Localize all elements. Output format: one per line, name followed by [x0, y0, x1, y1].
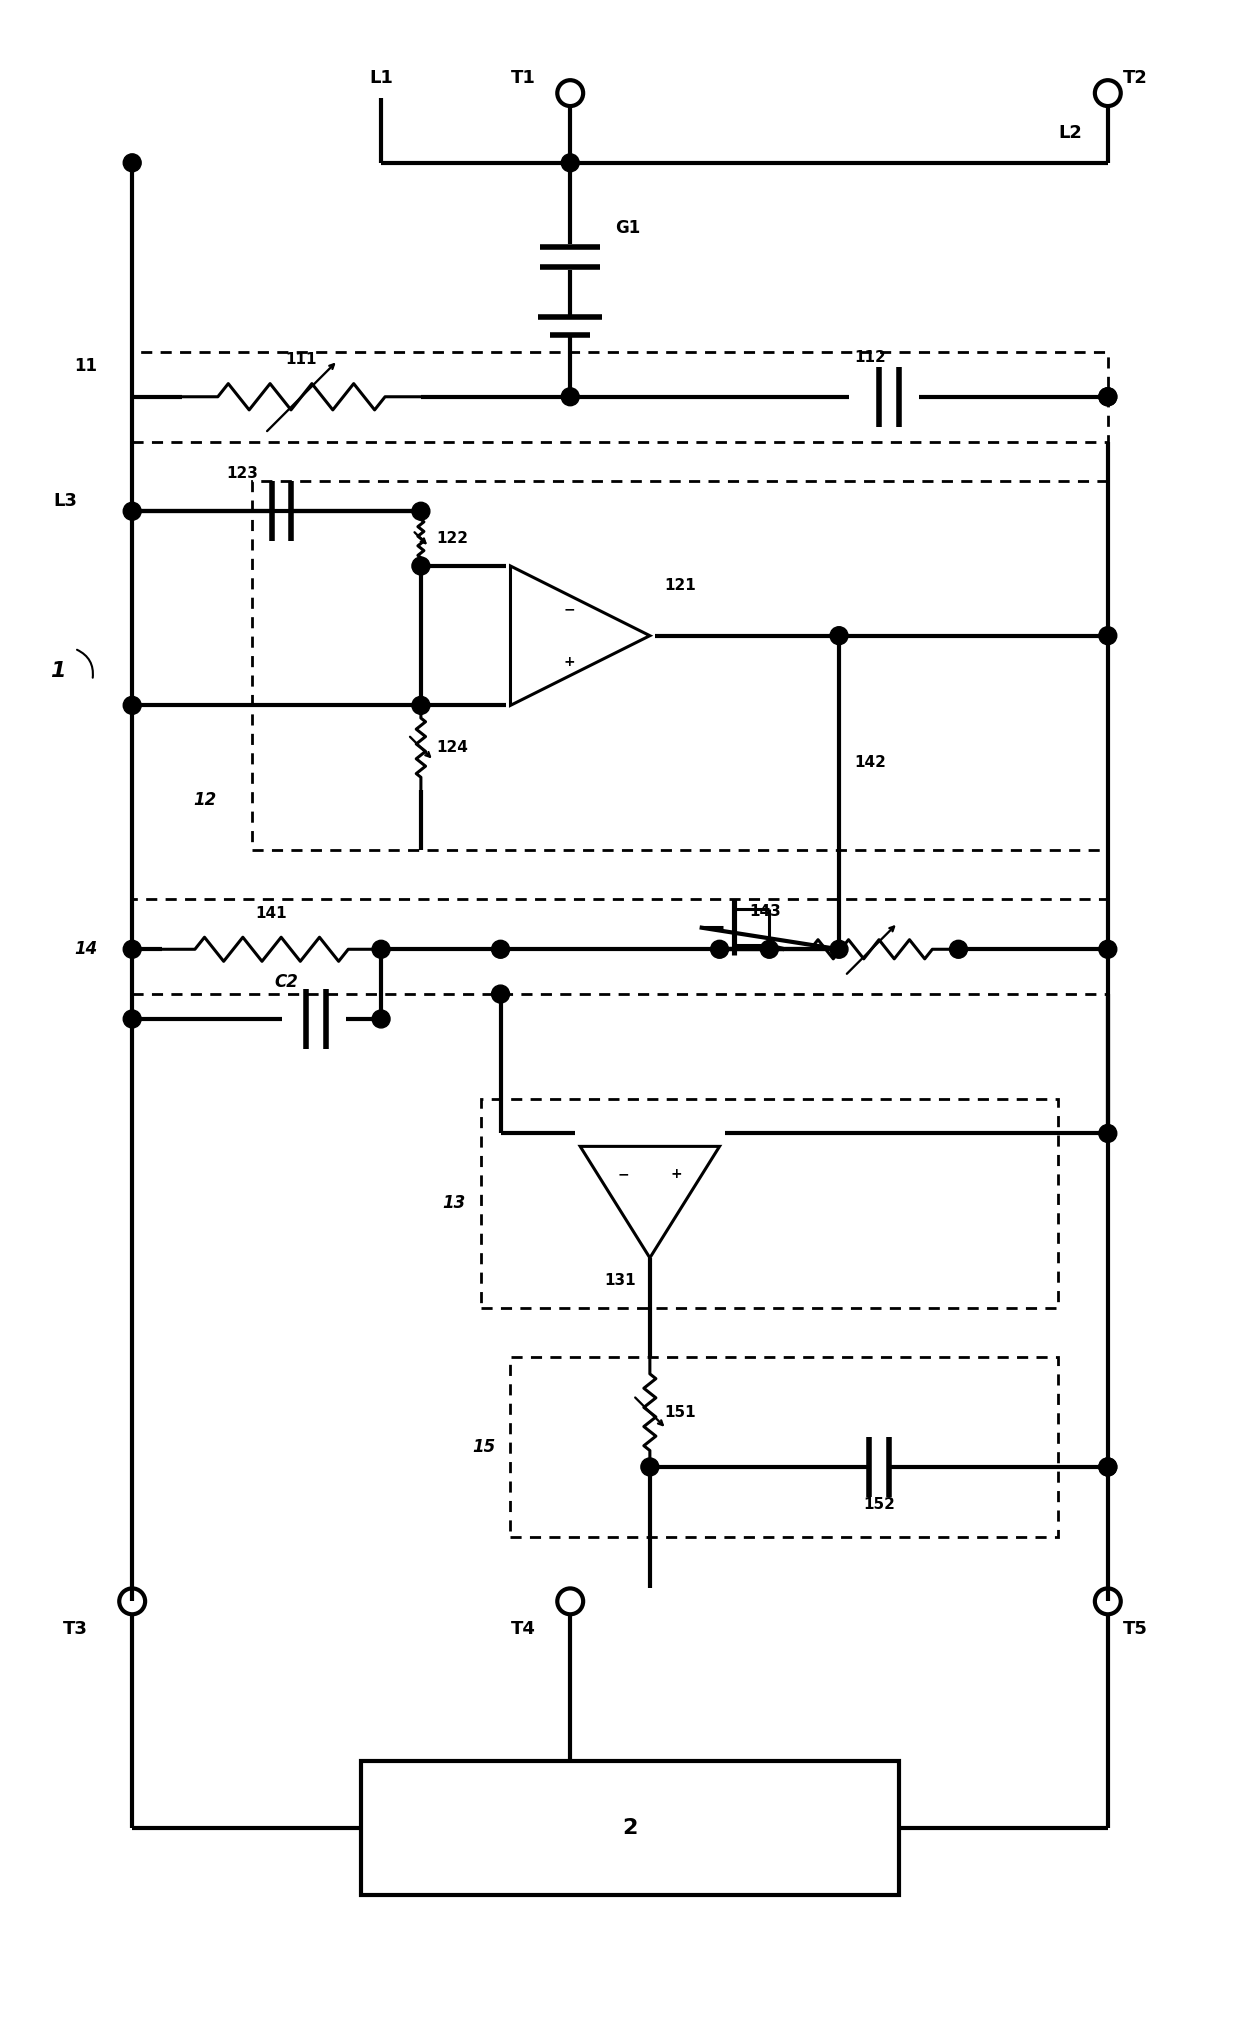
Text: 123: 123 [227, 466, 259, 481]
Circle shape [372, 1010, 391, 1028]
Text: 1: 1 [50, 660, 66, 680]
Text: L1: L1 [370, 69, 393, 87]
Text: 151: 151 [665, 1405, 697, 1419]
Text: 112: 112 [854, 349, 885, 365]
Circle shape [412, 503, 430, 521]
Circle shape [491, 985, 510, 1003]
Text: T3: T3 [62, 1619, 87, 1637]
Text: 15: 15 [472, 1438, 496, 1456]
Text: 13: 13 [443, 1193, 466, 1211]
Text: 2: 2 [622, 1817, 637, 1837]
Text: 12: 12 [193, 791, 217, 810]
Circle shape [760, 941, 779, 959]
Circle shape [1099, 388, 1117, 406]
Text: T5: T5 [1122, 1619, 1147, 1637]
Text: 131: 131 [604, 1272, 636, 1288]
Circle shape [491, 941, 510, 959]
Text: T2: T2 [1122, 69, 1147, 87]
Text: +: + [671, 1167, 682, 1181]
Circle shape [372, 941, 391, 959]
Circle shape [1099, 1458, 1117, 1476]
Text: 111: 111 [285, 351, 317, 367]
Text: T1: T1 [511, 69, 536, 87]
Circle shape [562, 388, 579, 406]
Circle shape [830, 941, 848, 959]
Text: 152: 152 [863, 1496, 895, 1512]
FancyArrowPatch shape [77, 650, 93, 678]
Text: 14: 14 [74, 941, 98, 959]
Circle shape [830, 626, 848, 644]
Text: 143: 143 [749, 905, 781, 919]
Text: T4: T4 [511, 1619, 536, 1637]
Circle shape [1099, 1125, 1117, 1143]
Circle shape [123, 1010, 141, 1028]
Circle shape [1099, 388, 1117, 406]
Circle shape [412, 697, 430, 715]
Text: 11: 11 [74, 357, 98, 376]
Circle shape [1099, 1458, 1117, 1476]
Text: −: − [564, 602, 575, 616]
Text: L3: L3 [53, 493, 77, 511]
Circle shape [412, 557, 430, 575]
Circle shape [1099, 626, 1117, 644]
Text: 121: 121 [665, 577, 697, 594]
Text: 124: 124 [435, 741, 467, 755]
Text: 122: 122 [435, 531, 467, 545]
Text: 141: 141 [255, 907, 288, 921]
Circle shape [123, 503, 141, 521]
Circle shape [562, 153, 579, 172]
Text: G1: G1 [615, 218, 640, 236]
Text: −: − [618, 1167, 629, 1181]
Circle shape [123, 153, 141, 172]
Text: 142: 142 [854, 755, 885, 769]
Text: C2: C2 [274, 973, 299, 991]
Circle shape [123, 697, 141, 715]
Circle shape [711, 941, 729, 959]
Circle shape [950, 941, 967, 959]
Circle shape [123, 941, 141, 959]
Circle shape [641, 1458, 658, 1476]
Text: +: + [564, 654, 575, 668]
Text: L2: L2 [1058, 123, 1083, 141]
Circle shape [1099, 941, 1117, 959]
